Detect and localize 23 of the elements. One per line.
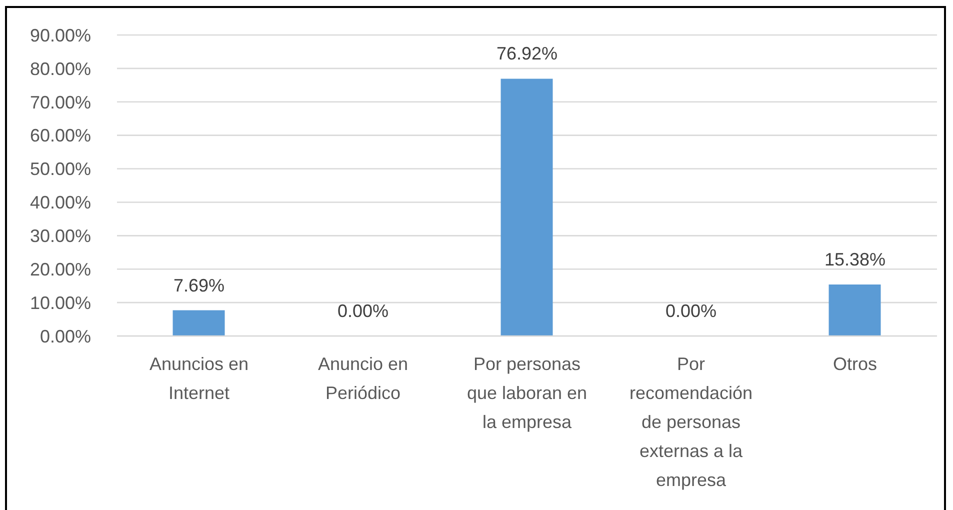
data-label: 7.69% bbox=[173, 275, 225, 296]
y-tick-label: 30.00% bbox=[30, 226, 91, 246]
x-tick-label: Otros bbox=[832, 354, 878, 374]
y-tick-label: 90.00% bbox=[30, 25, 91, 46]
x-tick-label: Por recomendación de personas externas a la empresa bbox=[629, 354, 753, 490]
bar bbox=[828, 284, 881, 336]
data-label: 15.38% bbox=[824, 250, 886, 270]
data-label: 0.00% bbox=[337, 301, 389, 321]
y-tick-label: 10.00% bbox=[30, 292, 91, 313]
y-tick-label: 0.00% bbox=[40, 326, 91, 346]
y-tick-label: 20.00% bbox=[30, 260, 91, 280]
y-tick-label: 40.00% bbox=[30, 192, 91, 213]
data-label: 76.92% bbox=[496, 44, 558, 64]
y-tick-label: 80.00% bbox=[30, 58, 91, 79]
x-tick-label: Por personas que laboran en la empresa bbox=[466, 354, 588, 432]
x-tick-label: Anuncios en Internet bbox=[149, 354, 249, 403]
data-label: 0.00% bbox=[665, 301, 717, 321]
y-tick-label: 60.00% bbox=[30, 126, 91, 146]
bar bbox=[500, 78, 553, 336]
bar bbox=[172, 310, 225, 336]
x-tick-label: Anuncio en Periódico bbox=[318, 354, 408, 403]
y-tick-label: 70.00% bbox=[30, 92, 91, 112]
y-tick-label: 50.00% bbox=[30, 159, 91, 180]
